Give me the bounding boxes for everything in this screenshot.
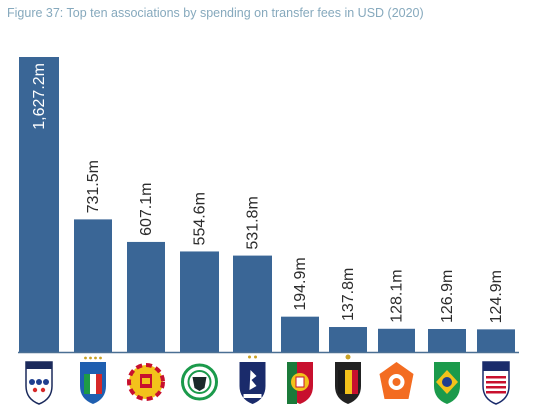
x-axis-crests bbox=[25, 354, 510, 405]
bar-5 bbox=[233, 255, 272, 352]
bar-6 bbox=[281, 316, 319, 352]
bar-3 bbox=[127, 241, 165, 352]
bar-8 bbox=[378, 328, 415, 352]
portugal-fpf-crest-icon bbox=[287, 362, 313, 404]
usa-soccer-crest-icon bbox=[482, 361, 510, 405]
bar-2 bbox=[74, 219, 112, 352]
spain-rfef-crest-icon bbox=[127, 363, 165, 401]
belgium-rbfa-crest-icon bbox=[335, 354, 361, 404]
value-label-9: 126.9m bbox=[439, 270, 456, 323]
bars-group bbox=[19, 57, 515, 352]
italy-figc-crest-icon bbox=[80, 356, 106, 404]
bar-1 bbox=[19, 57, 59, 352]
value-labels-group: 1,627.2m 731.5m 607.1m 554.6m 531.8m 194.9m 13… bbox=[31, 63, 505, 323]
value-label-1: 1,627.2m bbox=[31, 63, 48, 130]
bar-9 bbox=[428, 328, 466, 352]
value-label-7: 137.8m bbox=[340, 268, 357, 321]
germany-dfb-crest-icon bbox=[181, 363, 218, 401]
value-label-8: 128.1m bbox=[389, 269, 406, 322]
brazil-cbf-crest-icon bbox=[434, 362, 460, 404]
value-label-3: 607.1m bbox=[138, 183, 155, 236]
value-label-6: 194.9m bbox=[292, 257, 309, 310]
value-label-4: 554.6m bbox=[192, 192, 209, 245]
bar-10 bbox=[477, 329, 515, 352]
netherlands-knvb-crest-icon bbox=[379, 362, 414, 399]
france-fff-crest-icon bbox=[239, 355, 266, 404]
value-label-10: 124.9m bbox=[488, 270, 505, 323]
value-label-2: 731.5m bbox=[85, 160, 102, 213]
england-fa-crest-icon bbox=[25, 361, 53, 405]
bar-7 bbox=[329, 327, 367, 352]
bar-4 bbox=[180, 251, 219, 352]
chart-title: Figure 37: Top ten associations by spend… bbox=[7, 6, 424, 20]
value-label-5: 531.8m bbox=[245, 196, 262, 249]
